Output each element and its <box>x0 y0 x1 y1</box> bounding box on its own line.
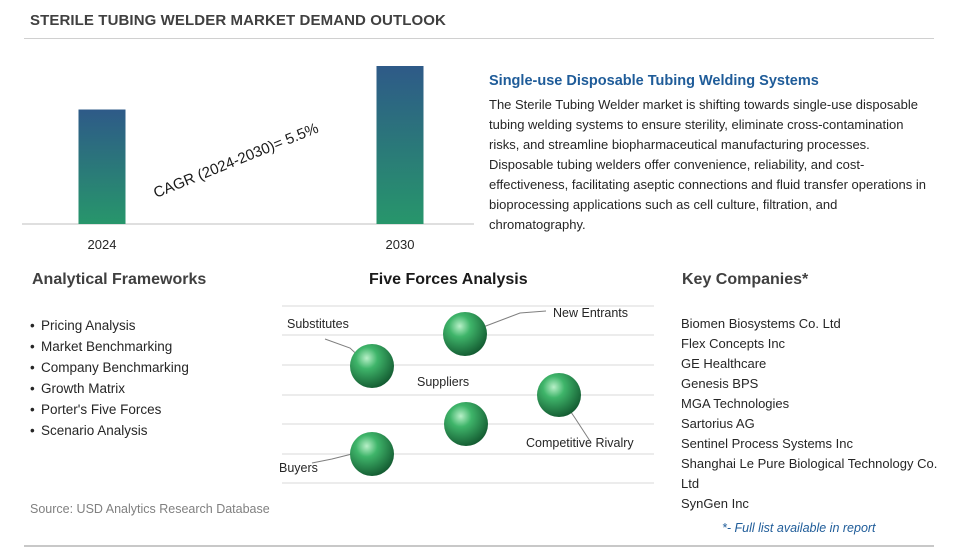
competitive-rivalry-label: Competitive Rivalry <box>526 436 634 450</box>
frameworks-heading: Analytical Frameworks <box>32 271 207 288</box>
new-entrants-sphere <box>443 312 487 356</box>
source-note: Source: USD Analytics Research Database <box>30 502 270 516</box>
list-item: Scenario Analysis <box>30 420 189 441</box>
list-item: Porter's Five Forces <box>30 399 189 420</box>
page-title: STERILE TUBING WELDER MARKET DEMAND OUTL… <box>30 12 446 29</box>
buyers-label: Buyers <box>279 461 318 475</box>
suppliers-sphere <box>444 402 488 446</box>
bar-2030 <box>376 66 424 224</box>
list-item: Growth Matrix <box>30 378 189 399</box>
cagr-label: CAGR (2024-2030)= 5.5% <box>151 120 321 202</box>
frameworks-list: Pricing Analysis Market Benchmarking Com… <box>30 315 189 441</box>
x-tick-label: 2024 <box>88 237 117 252</box>
companies-list: Biomen Biosystems Co. Ltd Flex Concepts … <box>681 314 941 514</box>
five-forces-heading: Five Forces Analysis <box>369 271 528 288</box>
leader-line <box>469 310 547 333</box>
feature-description: The Sterile Tubing Welder market is shif… <box>489 97 926 232</box>
list-item: MGA Technologies <box>681 396 790 411</box>
list-item: Biomen Biosystems Co. Ltd <box>681 316 841 331</box>
list-item: Sartorius AG <box>681 416 755 431</box>
bottom-divider <box>24 545 934 547</box>
five-forces-diagram: Substitutes New Entrants Suppliers Compe… <box>279 305 654 484</box>
top-divider <box>24 38 934 39</box>
substitutes-label: Substitutes <box>287 317 349 331</box>
competitive-rivalry-sphere <box>537 373 581 417</box>
bar-2024 <box>78 109 126 224</box>
list-item: Market Benchmarking <box>30 336 189 357</box>
new-entrants-label: New Entrants <box>553 306 628 320</box>
companies-heading: Key Companies* <box>682 271 809 288</box>
list-item: Shanghai Le Pure Biological Technology C… <box>681 456 938 491</box>
full-list-note: *- Full list available in report <box>722 521 876 535</box>
list-item: Flex Concepts Inc <box>681 336 786 351</box>
list-item: Company Benchmarking <box>30 357 189 378</box>
substitutes-sphere <box>350 344 394 388</box>
market-bar-chart: 2024 2030 CAGR (2024-2030)= 5.5% <box>22 66 474 252</box>
buyers-sphere <box>350 432 394 476</box>
list-item: GE Healthcare <box>681 356 767 371</box>
suppliers-label: Suppliers <box>417 375 469 389</box>
x-tick-label: 2030 <box>386 237 415 252</box>
list-item: Genesis BPS <box>681 376 759 391</box>
list-item: Pricing Analysis <box>30 315 189 336</box>
feature-title: Single-use Disposable Tubing Welding Sys… <box>489 73 819 89</box>
list-item: SynGen Inc <box>681 496 749 511</box>
list-item: Sentinel Process Systems Inc <box>681 436 853 451</box>
